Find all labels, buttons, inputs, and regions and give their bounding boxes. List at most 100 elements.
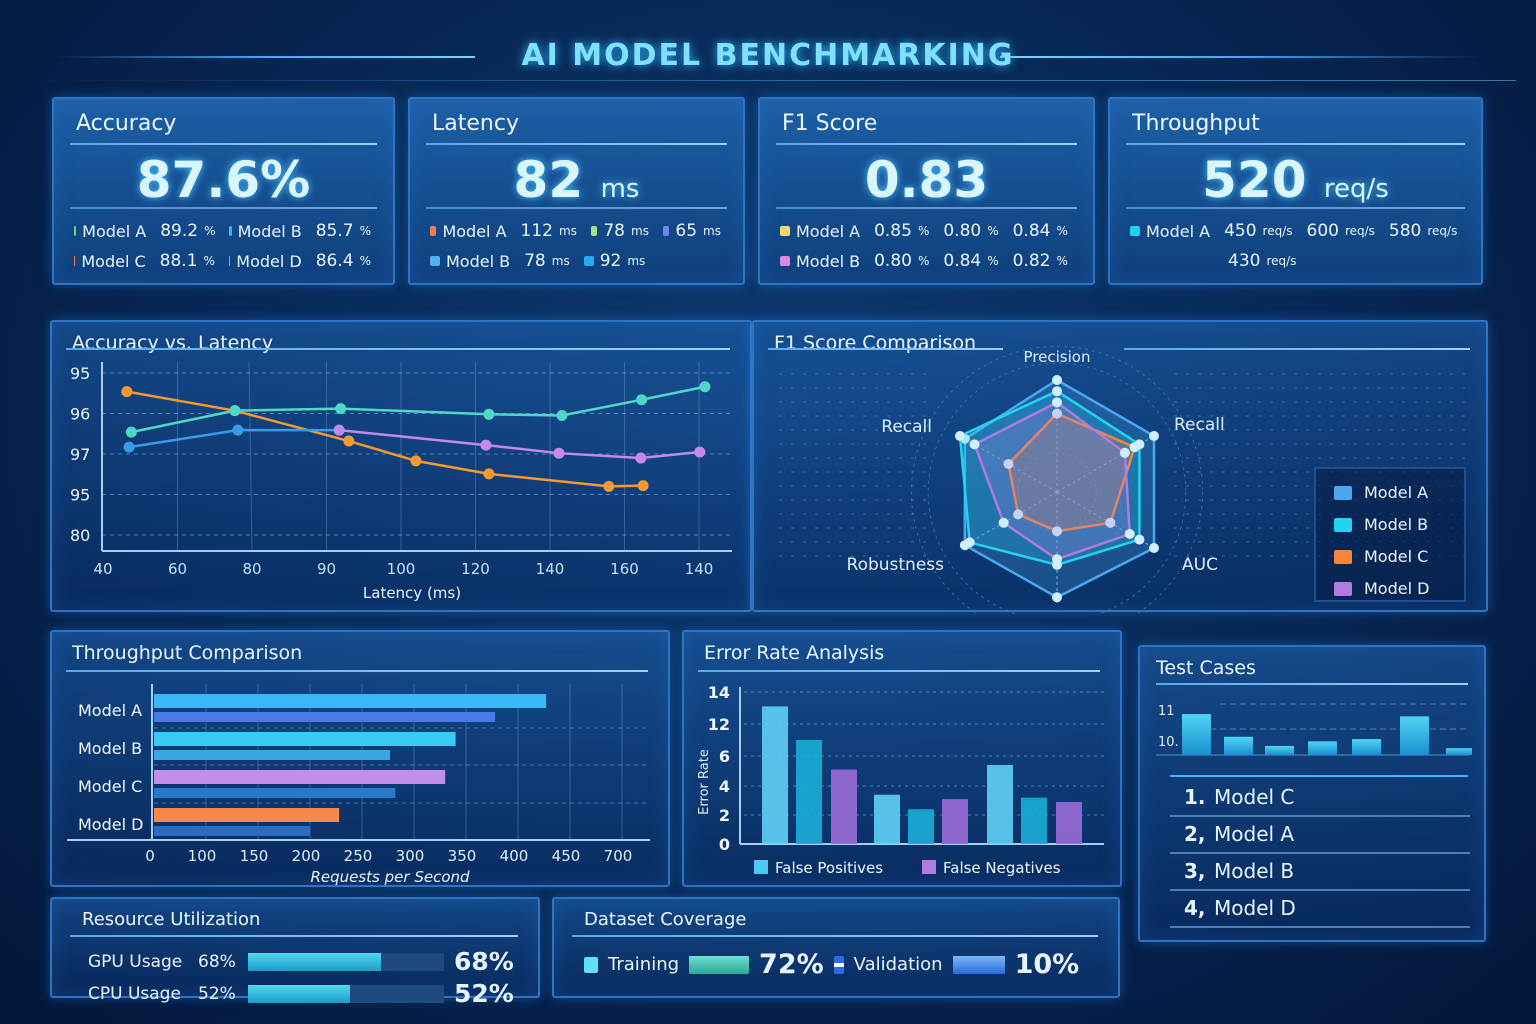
radar-point <box>998 517 1009 528</box>
kpi-row: Model C 88.1% Model D 86.4% <box>74 251 379 271</box>
legend-swatch-icon <box>780 226 790 236</box>
radar-point <box>1052 386 1062 397</box>
usage-bar-fill <box>248 952 382 971</box>
legend-swatch-icon <box>1334 581 1352 596</box>
x-tick-label: 200 <box>292 847 321 865</box>
test-cases-panel: Test Cases 11 10. 1. Model C 2, Model A 3, Mod… <box>1138 645 1486 942</box>
kpi-row: Model A 112 ms 78 ms 65 ms <box>430 221 729 241</box>
radar-point <box>969 439 980 450</box>
error-bar <box>1021 797 1047 844</box>
model-name: Model A <box>1214 822 1295 846</box>
ranking-item[interactable]: 2, Model A <box>1170 822 1470 854</box>
x-tick-label: 150 <box>240 847 269 865</box>
error-bar <box>942 799 968 844</box>
kpi-card-3: Throughput 520 req/s Model A 450 req/s 600 r… <box>1108 97 1483 285</box>
radar-legend: Model A Model B Model C Model D <box>1314 467 1466 602</box>
x-tick-label: 350 <box>448 847 477 865</box>
x-tick-label: 400 <box>500 847 529 865</box>
test-case-bar <box>1182 714 1211 755</box>
resource-value: 52% <box>198 983 236 1004</box>
model-label: Model A <box>82 221 147 241</box>
kpi-number: 82 <box>513 151 584 209</box>
validation-value: 10% <box>1014 949 1080 980</box>
x-tick-label: 0 <box>145 847 155 865</box>
model-label: Model A <box>442 221 507 241</box>
data-point <box>603 480 615 492</box>
resource-value-large: 52% <box>454 979 514 1008</box>
data-point <box>229 405 241 417</box>
throughput-bar <box>154 788 396 798</box>
radar-axis <box>959 491 1058 549</box>
kpi-value: 87.6% <box>54 151 393 209</box>
accuracy-latency-panel: Accuracy vs. Latency 95 96 97 95 80 40 60 80 90 1… <box>50 320 752 612</box>
kpi-row: Model A 0.85% 0.80% 0.84% <box>780 221 1079 241</box>
model-unit: req/s <box>1344 224 1375 238</box>
legend-swatch-icon <box>1334 517 1352 532</box>
resource-label: CPU Usage <box>88 983 181 1004</box>
test-case-bar <box>1446 748 1472 755</box>
panel-title: Throughput Comparison <box>72 642 303 664</box>
model-unit: req/s <box>1427 224 1458 238</box>
x-tick-label: 140 <box>685 560 714 578</box>
test-case-bar <box>1352 739 1381 755</box>
error-bar <box>987 765 1013 844</box>
f1-comparison-panel: F1 Score Comparison Precision Recall AUC Ro… <box>752 320 1488 614</box>
radar-point <box>1052 526 1062 537</box>
dataset-row: Training 72% Validation 10% <box>584 949 1104 980</box>
x-tick-label: 40 <box>93 560 112 578</box>
header: AI MODEL BENCHMARKING <box>0 20 1536 90</box>
training-label: Training <box>608 954 680 975</box>
error-bar <box>796 740 822 844</box>
kpi-row: Model B 78 ms 92 ms <box>430 251 729 271</box>
legend-swatch-icon <box>1130 226 1140 236</box>
legend-swatch-icon <box>1334 485 1352 500</box>
radar-axis <box>1056 491 1155 549</box>
ranking-item[interactable]: 3, Model B <box>1170 859 1470 891</box>
model-label: Model B <box>446 251 511 271</box>
x-tick-label: 60 <box>168 560 187 578</box>
legend-swatch-icon <box>430 226 437 236</box>
legend-swatch-icon <box>780 256 790 266</box>
ranking-item[interactable]: 4, Model D <box>1170 896 1470 928</box>
model-value: 65 <box>675 221 698 241</box>
kpi-title: Accuracy <box>76 111 177 136</box>
category-label: Model D <box>78 815 143 834</box>
model-value: 0.80 <box>943 221 982 241</box>
error-bar <box>874 794 900 844</box>
radar-axis <box>1056 435 1155 493</box>
throughput-bar <box>154 712 496 722</box>
ranking-item[interactable]: 1. Model C <box>1170 785 1470 817</box>
radar-ring <box>927 362 1187 614</box>
legend-swatch-icon <box>1334 549 1352 564</box>
y-tick-label: 80 <box>70 526 90 545</box>
model-value: 85.7 <box>315 221 354 241</box>
model-unit: ms <box>551 254 570 268</box>
data-point <box>410 455 422 467</box>
radar-point <box>1052 592 1062 603</box>
kpi-unit: req/s <box>1323 174 1389 204</box>
model-value: 0.85 <box>874 221 912 241</box>
dataset-coverage-panel: Dataset Coverage Training 72% Validation… <box>552 897 1120 998</box>
throughput-bar <box>154 694 547 708</box>
kpi-number: 0.83 <box>864 151 989 209</box>
resource-row: CPU Usage 52% 52% <box>88 979 524 1008</box>
test-case-bar <box>1224 736 1253 755</box>
rank-number: 1. <box>1184 785 1206 809</box>
data-point <box>483 408 495 420</box>
x-tick-label: 250 <box>344 847 373 865</box>
model-unit: % <box>1056 224 1068 238</box>
f1-radar-chart: Precision Recall AUC Robustness Recall <box>779 345 1469 614</box>
radar-point <box>1134 534 1145 545</box>
model-value: 430 <box>1228 251 1261 271</box>
test-case-bar <box>1265 745 1294 755</box>
y-tick-label: 6 <box>719 747 730 766</box>
x-tick-label: 80 <box>242 560 261 578</box>
legend-label: False Positives <box>775 859 883 877</box>
category-label: Model A <box>78 701 142 720</box>
error-bar <box>762 706 788 844</box>
throughput-bar <box>154 750 391 760</box>
data-point <box>637 480 649 492</box>
radar-point <box>1124 529 1135 539</box>
model-unit: req/s <box>1262 224 1293 238</box>
